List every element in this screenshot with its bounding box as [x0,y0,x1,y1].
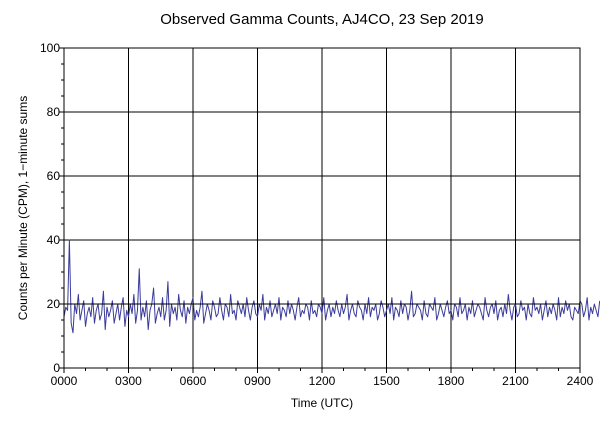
x-tick-label: 2100 [502,374,529,388]
x-tick-label: 0000 [51,374,78,388]
x-axis: 0000 0300 0600 0900 1200 1500 1800 2100 2400 [51,368,594,388]
x-tick-label: 2400 [567,374,594,388]
y-axis-label: Counts per Minute (CPM), 1−minute sums [16,96,30,320]
y-tick-label: 60 [47,169,61,183]
y-tick-label: 20 [47,297,61,311]
y-tick-label: 100 [40,41,60,55]
y-tick-label: 0 [53,361,60,375]
x-tick-label: 1500 [373,374,400,388]
x-tick-label: 0900 [244,374,271,388]
y-tick-label: 80 [47,105,61,119]
series-line [63,239,600,334]
x-tick-label: 0300 [115,374,142,388]
x-tick-label: 1200 [309,374,336,388]
y-axis: 0 20 40 60 80 100 [40,41,64,375]
plot-series [63,239,600,334]
chart-title: Observed Gamma Counts, AJ4CO, 23 Sep 201… [160,11,484,28]
x-axis-label: Time (UTC) [291,396,353,410]
x-tick-label: 1800 [438,374,465,388]
y-tick-label: 40 [47,233,61,247]
x-tick-label: 0600 [180,374,207,388]
